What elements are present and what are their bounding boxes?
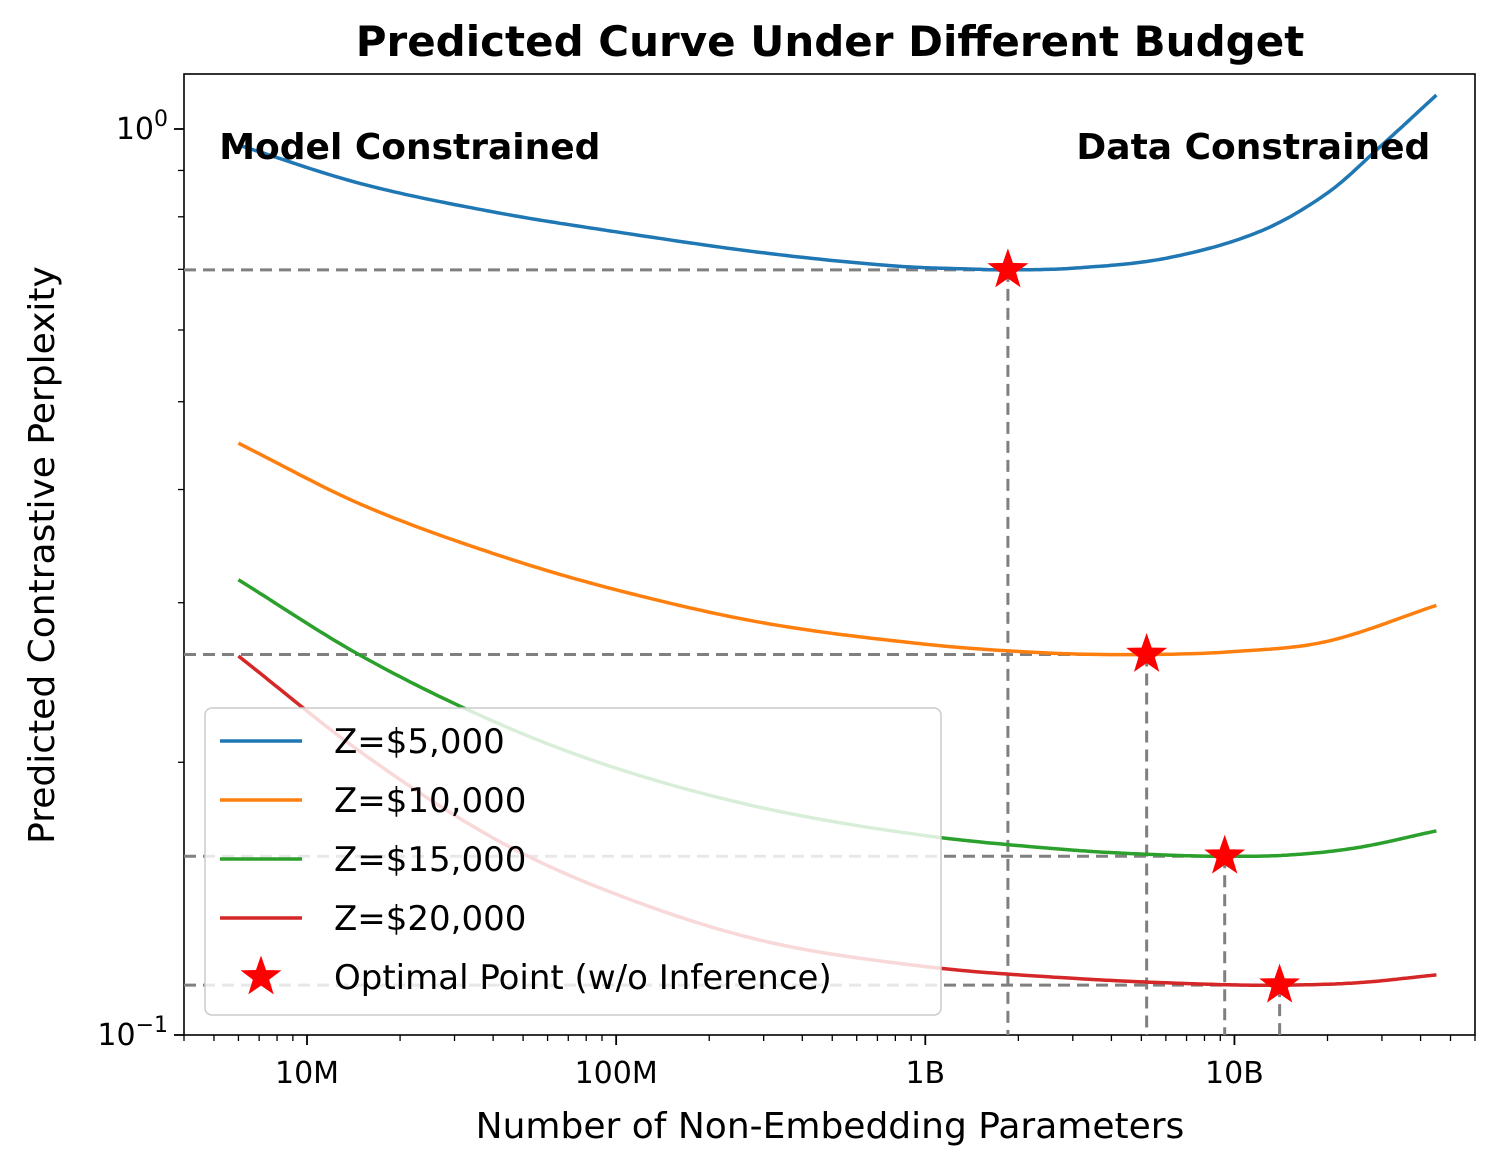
x-tick-label: 100M [575,1056,658,1091]
legend-star-marker [240,955,282,995]
legend-label-z5000: Z=$5,000 [334,722,505,762]
legend: Z=$5,000 Z=$10,000 Z=$15,000 Z=$20,000 O… [204,707,942,1016]
legend-star-icon [240,955,282,995]
x-axis-label: Number of Non-Embedding Parameters [476,1106,1185,1147]
x-tick-label: 1B [905,1056,945,1091]
optimal-point-star [1259,963,1301,1003]
optimal-point-star [1204,834,1246,874]
y-tick-label: 100 [116,107,168,147]
legend-label-z20000: Z=$20,000 [334,899,526,939]
y-tick-label: 10−1 [97,1013,168,1053]
optimal-point-star [1126,632,1168,672]
x-tick-label: 10M [275,1056,339,1091]
series-line-1 [237,93,1438,272]
annotation-data-constrained: Data Constrained [1076,127,1430,168]
legend-box [204,707,942,1016]
legend-label-optimal-point: Optimal Point (w/o Inference) [334,958,832,998]
annotation-model-constrained: Model Constrained [219,127,600,168]
x-axis: 10M 100M 1B 10B [183,1035,1476,1091]
y-axis-label: Predicted Contrastive Perplexity [22,266,63,844]
optimal-markers [987,248,1301,1003]
legend-label-z15000: Z=$15,000 [334,840,526,880]
legend-label-z10000: Z=$10,000 [334,781,526,821]
y-axis: 100 10−1 [97,107,184,1053]
x-tick-label: 10B [1205,1056,1264,1091]
optimal-point-star [987,248,1029,288]
series-line-2 [237,441,1437,657]
chart-title: Predicted Curve Under Different Budget [356,17,1305,66]
